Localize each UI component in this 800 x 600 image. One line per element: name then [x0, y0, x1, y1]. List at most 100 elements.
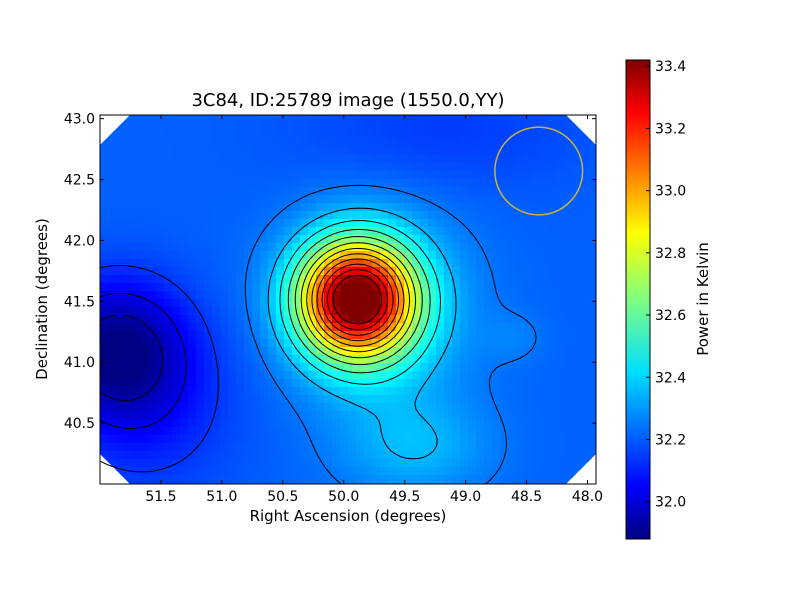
heat-cell: [236, 219, 245, 228]
heat-cell: [444, 371, 453, 380]
heat-cell: [492, 283, 501, 292]
heat-cell: [260, 267, 269, 276]
heat-cell: [508, 363, 517, 372]
heat-cell: [196, 363, 205, 372]
heat-cell: [532, 467, 541, 476]
heat-cell: [476, 219, 485, 228]
heat-cell: [540, 235, 549, 244]
heat-cell: [252, 347, 261, 356]
heat-cell: [172, 395, 181, 404]
heat-cell: [140, 179, 149, 188]
heat-cell: [380, 243, 389, 252]
heat-cell: [524, 331, 533, 340]
heat-cell: [284, 115, 293, 124]
heat-cell: [204, 475, 213, 484]
heat-cell: [428, 171, 437, 180]
heat-cell: [548, 331, 557, 340]
heat-cell: [244, 171, 253, 180]
heat-cell: [492, 387, 501, 396]
contour-line: [267, 207, 457, 460]
heat-cell: [172, 355, 181, 364]
heat-cell: [356, 155, 365, 164]
heat-cell: [588, 259, 596, 268]
heat-cell: [348, 283, 357, 292]
heat-cell: [484, 203, 493, 212]
heat-cell: [148, 435, 157, 444]
heat-cell: [572, 179, 581, 188]
heat-cell: [308, 331, 317, 340]
heat-cell: [228, 355, 237, 364]
heat-cell: [436, 139, 445, 148]
heat-cell: [524, 147, 533, 156]
heat-cell: [460, 267, 469, 276]
heat-cell: [428, 219, 437, 228]
heat-cell: [308, 411, 317, 420]
heat-cell: [556, 187, 565, 196]
heat-cell: [148, 243, 157, 252]
heat-cell: [148, 155, 157, 164]
heat-cell: [268, 219, 277, 228]
heat-cell: [364, 371, 373, 380]
heat-cell: [404, 315, 413, 324]
heat-cell: [540, 387, 549, 396]
heat-cell: [236, 283, 245, 292]
heat-cell: [540, 339, 549, 348]
heat-cell: [428, 275, 437, 284]
heat-cell: [188, 179, 197, 188]
heat-cell: [492, 443, 501, 452]
heat-cell: [188, 419, 197, 428]
heat-cell: [396, 467, 405, 476]
heat-cell: [116, 363, 125, 372]
heat-cell: [188, 315, 197, 324]
heat-cell: [460, 451, 469, 460]
heat-cell: [452, 451, 461, 460]
contour-line: [100, 315, 164, 402]
heat-cell: [492, 187, 501, 196]
heat-cell: [116, 195, 125, 204]
heat-cell: [340, 331, 349, 340]
heat-cell: [284, 379, 293, 388]
heat-cell: [228, 171, 237, 180]
heat-cell: [268, 195, 277, 204]
heat-cell: [108, 371, 117, 380]
heat-cell: [204, 131, 213, 140]
heat-cell: [548, 203, 557, 212]
heat-cell: [524, 243, 533, 252]
heat-cell: [468, 259, 477, 268]
heat-cell: [492, 139, 501, 148]
heat-cell: [484, 475, 493, 484]
heat-cell: [356, 283, 365, 292]
heat-cell: [164, 419, 173, 428]
heat-cell: [196, 459, 205, 468]
heat-cell: [172, 411, 181, 420]
heat-cell: [220, 403, 229, 412]
heat-cell: [172, 379, 181, 388]
heat-cell: [556, 123, 565, 132]
heat-cell: [244, 211, 253, 220]
heat-cell: [172, 147, 181, 156]
heat-cell: [212, 323, 221, 332]
heat-cell: [380, 195, 389, 204]
heat-cell: [100, 435, 109, 444]
heat-cell: [276, 235, 285, 244]
heat-cell: [396, 291, 405, 300]
heat-cell: [276, 435, 285, 444]
heat-cell: [268, 371, 277, 380]
heat-cell: [548, 435, 557, 444]
heat-cell: [300, 363, 309, 372]
heat-cell: [228, 211, 237, 220]
heat-cell: [268, 347, 277, 356]
heat-cell: [572, 379, 581, 388]
heat-cell: [324, 475, 333, 484]
heat-cell: [468, 403, 477, 412]
heat-cell: [492, 131, 501, 140]
heat-cell: [380, 187, 389, 196]
heat-cell: [164, 123, 173, 132]
heat-cell: [444, 155, 453, 164]
heat-cell: [444, 147, 453, 156]
heat-cell: [292, 251, 301, 260]
heat-cell: [540, 411, 549, 420]
heat-cell: [388, 211, 397, 220]
heat-cell: [124, 291, 133, 300]
heat-cell: [396, 379, 405, 388]
